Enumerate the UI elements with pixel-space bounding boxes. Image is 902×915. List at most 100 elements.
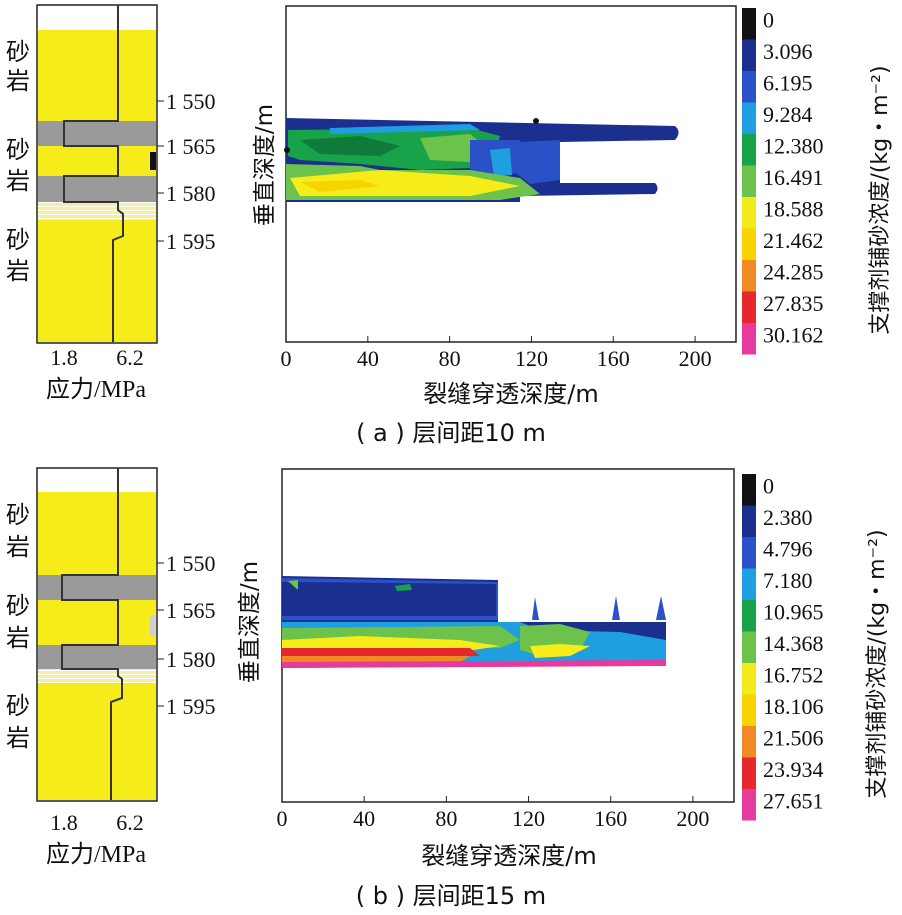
lithology-label: 岩 — [6, 167, 30, 195]
depth-tick-label: 1 595 — [166, 694, 216, 719]
colorbar-swatch — [742, 323, 756, 355]
colorbar-swatch — [742, 505, 756, 537]
x-axis-label: 裂缝穿透深度/m — [421, 842, 596, 870]
colorbar-value-label: 3.096 — [763, 39, 813, 64]
colorbar-value-label: 9.284 — [763, 102, 813, 127]
colorbar-value-label: 23.934 — [763, 757, 824, 782]
colorbar-value-label: 0 — [763, 474, 774, 499]
colorbar-swatch — [742, 600, 756, 632]
x-tick-label: 40 — [353, 806, 375, 831]
lithology-label: 砂 — [6, 692, 30, 720]
colorbar-swatch — [742, 71, 756, 103]
colorbar-swatch — [742, 260, 756, 292]
stress-ticks-a: 1.8 6.2 应力/MPa — [46, 345, 146, 403]
colorbar-value-label: 7.180 — [763, 568, 813, 593]
lithology-label: 岩 — [6, 724, 30, 752]
stress-ticks-b: 1.8 6.2 应力/MPa — [46, 810, 146, 868]
colorbar-value-label: 2.380 — [763, 505, 813, 530]
shale-band — [38, 121, 156, 146]
x-tick-label: 0 — [281, 346, 292, 371]
lithology-label: 砂 — [6, 501, 30, 529]
colorbar-swatch — [742, 102, 756, 134]
x-tick-label: 120 — [512, 806, 545, 831]
colorbar-value-label: 0 — [763, 8, 774, 33]
colorbar-swatch — [742, 228, 756, 260]
lithology-label: 岩 — [6, 533, 30, 561]
x-tick-label: 80 — [439, 346, 461, 371]
lithology-label: 岩 — [6, 67, 30, 95]
colorbar-swatch — [742, 631, 756, 663]
lithology-label: 砂 — [6, 136, 30, 164]
colorbar-value-label: 30.162 — [763, 323, 824, 348]
stress-axis-label: 应力/MPa — [46, 376, 146, 403]
lithology-label: 砂 — [6, 226, 30, 254]
x-tick-label: 200 — [679, 346, 712, 371]
colorbar-value-label: 16.752 — [763, 663, 824, 688]
proppant-field-a — [284, 118, 679, 202]
x-tick-label: 200 — [676, 806, 709, 831]
x-tick-label: 160 — [594, 806, 627, 831]
x-tick-label: 120 — [515, 346, 548, 371]
colorbar-swatch — [742, 134, 756, 166]
colorbar-label: 支撑剂铺砂浓度/(kg・m⁻²) — [865, 529, 890, 798]
colorbar-a: 0 3.096 6.195 9.284 12.380 16.491 18.588 21.462… — [742, 8, 824, 355]
depth-tick-label: 1 580 — [166, 647, 216, 672]
colorbar-swatch — [742, 537, 756, 569]
colorbar-swatch — [742, 474, 756, 506]
lithology-label: 砂 — [6, 38, 30, 66]
colorbar-swatch — [742, 197, 756, 229]
colorbar-value-label: 21.462 — [763, 228, 824, 253]
lithology-label: 砂 — [6, 592, 30, 620]
stress-tick-label: 6.2 — [116, 345, 144, 370]
colorbar-value-label: 18.588 — [763, 197, 824, 222]
colorbar-swatch — [742, 39, 756, 71]
colorbar-value-label: 16.491 — [763, 165, 824, 190]
colorbar-value-label: 6.195 — [763, 71, 813, 96]
stress-tick-label: 1.8 — [50, 810, 78, 835]
colorbar-swatch — [742, 757, 756, 789]
colorbar-value-label: 12.380 — [763, 134, 824, 159]
colorbar-value-label: 4.796 — [763, 537, 813, 562]
stress-column-b — [36, 467, 158, 802]
colorbar-label: 支撑剂铺砂浓度/(kg・m⁻²) — [868, 65, 893, 334]
depth-tick-label: 1 550 — [166, 89, 216, 114]
depth-tick-label: 1 580 — [166, 181, 216, 206]
colorbar-swatch — [742, 663, 756, 695]
panel-b: 砂 岩 砂 岩 砂 岩 1.8 6.2 应力/MPa 1 550 1 565 1… — [6, 467, 890, 910]
panel-caption: ( a ) 层间距10 m — [356, 419, 546, 447]
lithology-labels-b: 砂 岩 砂 岩 砂 岩 — [6, 501, 30, 752]
y-axis-label: 垂直深度/m — [252, 104, 278, 226]
panel-a: 砂 岩 砂 岩 砂 岩 1.8 6.2 应力/MPa 1 550 1 565 1… — [6, 4, 893, 447]
stress-column-a — [36, 4, 158, 344]
x-ticks-a: 0 40 80 120 160 200 — [281, 336, 712, 371]
lithology-label: 岩 — [6, 624, 30, 652]
colorbar-value-label: 14.368 — [763, 631, 824, 656]
stress-profile-line — [61, 468, 123, 800]
shale-band — [38, 575, 156, 600]
x-tick-label: 80 — [435, 806, 457, 831]
colorbar-swatch — [742, 694, 756, 726]
colorbar-value-label: 10.965 — [763, 600, 824, 625]
colorbar-swatch — [742, 291, 756, 323]
colorbar-b: 0 2.380 4.796 7.180 10.965 14.368 16.752 18.106… — [742, 474, 824, 821]
proppant-field-b — [282, 576, 666, 668]
colorbar-value-label: 27.651 — [763, 789, 824, 814]
x-axis-label: 裂缝穿透深度/m — [423, 380, 598, 408]
y-axis-label: 垂直深度/m — [237, 561, 263, 683]
depth-tick-label: 1 565 — [166, 134, 216, 159]
stress-axis-label: 应力/MPa — [46, 841, 146, 868]
plot-area-a: 0 40 80 120 160 200 — [281, 5, 737, 371]
colorbar-swatch — [742, 789, 756, 821]
colorbar-value-label: 24.285 — [763, 260, 824, 285]
x-tick-label: 0 — [277, 806, 288, 831]
depth-ticks-b: 1 550 1 565 1 580 1 595 — [157, 551, 216, 719]
colorbar-value-label: 21.506 — [763, 726, 824, 751]
depth-tick-label: 1 550 — [166, 551, 216, 576]
lithology-labels-a: 砂 岩 砂 岩 砂 岩 — [6, 38, 30, 285]
plot-area-b: 0 40 80 120 160 200 — [277, 468, 735, 831]
depth-tick-label: 1 595 — [166, 229, 216, 254]
shale-band — [38, 176, 156, 202]
depth-tick-label: 1 565 — [166, 598, 216, 623]
colorbar-swatch — [742, 568, 756, 600]
